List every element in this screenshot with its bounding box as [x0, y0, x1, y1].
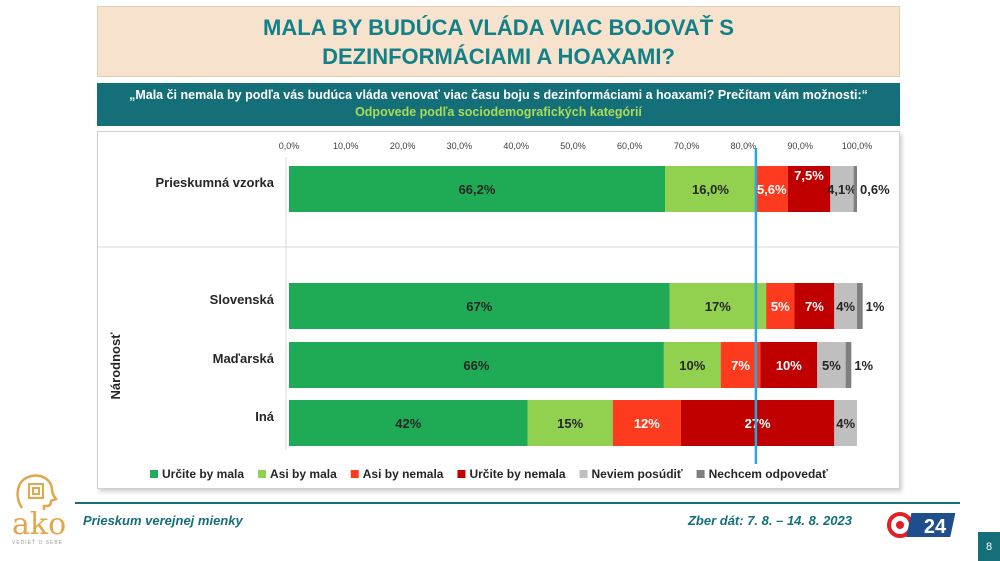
- page-number: 8: [978, 532, 1000, 561]
- data-label: 5%: [771, 299, 790, 314]
- x-tick-label: 40,0%: [503, 141, 529, 151]
- data-label: 0,6%: [860, 182, 890, 197]
- bar-segment: [289, 283, 670, 329]
- bar-segment: [766, 283, 795, 329]
- x-tick-label: 60,0%: [617, 141, 643, 151]
- data-label: 5,6%: [757, 182, 787, 197]
- data-label: 1%: [866, 299, 885, 314]
- x-tick-label: 0,0%: [279, 141, 300, 151]
- x-tick-label: 70,0%: [674, 141, 700, 151]
- bar-segment: [289, 400, 528, 446]
- data-label: 66%: [463, 358, 489, 373]
- footer-divider: [75, 502, 960, 504]
- ako-head-icon: [16, 474, 58, 510]
- bar-segment: [853, 166, 857, 212]
- data-label: 10%: [679, 358, 705, 373]
- x-tick-label: 90,0%: [787, 141, 813, 151]
- x-tick-label: 20,0%: [390, 141, 416, 151]
- x-tick-label: 100,0%: [842, 141, 873, 151]
- legend-label: Asi by nemala: [363, 467, 444, 481]
- bar-segment: [720, 342, 761, 388]
- ako-logo: ako VEDIEŤ O SEBE: [10, 472, 70, 552]
- data-label: 67%: [466, 299, 492, 314]
- x-tick-label: 30,0%: [447, 141, 473, 151]
- data-label: 27%: [745, 416, 771, 431]
- legend-swatch: [457, 470, 466, 478]
- data-label: 7%: [805, 299, 824, 314]
- data-label: 15%: [557, 416, 583, 431]
- legend-swatch: [696, 470, 705, 478]
- legend-swatch: [579, 470, 588, 478]
- bar-segment: [289, 166, 666, 212]
- bar-segment: [830, 166, 854, 212]
- footer-date: Zber dát: 7. 8. – 14. 8. 2023: [687, 513, 852, 528]
- data-label: 12%: [634, 416, 660, 431]
- category-label: Prieskumná vzorka: [155, 175, 274, 190]
- legend-swatch: [350, 470, 359, 478]
- bar-segment: [845, 342, 852, 388]
- legend-label: Určite by mala: [162, 467, 244, 481]
- data-label: 4%: [836, 416, 855, 431]
- x-tick-label: 80,0%: [731, 141, 757, 151]
- bar-segment: [794, 283, 835, 329]
- footer-survey-label: Prieskum verejnej mienky: [83, 513, 243, 528]
- bar-segment: [834, 400, 857, 446]
- stacked-bar-chart: 0,0% 10,0% 20,0% 30,0% 40,0% 50,0% 60,0% 70,0% 8…: [98, 141, 901, 481]
- category-label: Slovenská: [210, 292, 275, 307]
- title-box: MALA BY BUDÚCA VLÁDA VIAC BOJOVAŤ S DEZI…: [97, 6, 900, 77]
- bar-segment: [527, 400, 613, 446]
- bar-segment: [663, 342, 721, 388]
- data-label: 16,0%: [692, 182, 729, 197]
- category-label: Iná: [255, 409, 275, 424]
- bar-segment: [665, 166, 756, 212]
- data-label: 7,5%: [794, 168, 824, 183]
- brand-24-text: 24: [924, 516, 947, 538]
- data-label: 42%: [395, 416, 421, 431]
- bar-segment: [834, 283, 857, 329]
- data-label: 17%: [705, 299, 731, 314]
- x-tick-label: 50,0%: [560, 141, 586, 151]
- question-box: „Mala či nemala by podľa vás budúca vlád…: [97, 83, 900, 126]
- ako-wordmark: ako: [12, 507, 67, 542]
- data-label: 4,1%: [827, 182, 857, 197]
- question-text: „Mala či nemala by podľa vás budúca vlád…: [129, 88, 868, 102]
- legend-label: Nechcem odpovedať: [709, 467, 828, 481]
- data-label: 4%: [836, 299, 855, 314]
- ako-tagline: VEDIEŤ O SEBE: [12, 540, 64, 546]
- question-subtitle: Odpovede podľa sociodemografických kateg…: [355, 105, 642, 119]
- bar-segment: [760, 342, 818, 388]
- brand-24-logo: 24: [886, 510, 958, 540]
- data-label: 5%: [822, 358, 841, 373]
- data-label: 7%: [731, 358, 750, 373]
- group-label: Národnosť: [108, 332, 123, 400]
- data-label: 10%: [776, 358, 802, 373]
- bar-segment: [817, 342, 846, 388]
- bar-segment: [787, 166, 831, 212]
- bar-segment: [755, 166, 788, 212]
- legend-swatch: [150, 470, 158, 478]
- legend-label: Určite by nemala: [469, 467, 565, 481]
- brand-24-icon: 24: [887, 512, 956, 538]
- legend-swatch: [258, 470, 267, 478]
- legend-label: Neviem posúdiť: [592, 467, 683, 481]
- x-tick-label: 10,0%: [333, 141, 359, 151]
- category-label: Maďarská: [213, 351, 275, 366]
- legend-label: Asi by mala: [270, 467, 337, 481]
- data-label: 1%: [854, 358, 873, 373]
- bar-segment: [680, 400, 835, 446]
- bar-segment: [669, 283, 767, 329]
- bar-segment: [612, 400, 681, 446]
- data-label: 66,2%: [459, 182, 496, 197]
- bar-segment: [289, 342, 664, 388]
- page-title: MALA BY BUDÚCA VLÁDA VIAC BOJOVAŤ S DEZI…: [263, 14, 734, 69]
- chart-frame: 0,0% 10,0% 20,0% 30,0% 40,0% 50,0% 60,0% 70,0% 8…: [97, 131, 901, 489]
- bar-segment: [857, 283, 863, 329]
